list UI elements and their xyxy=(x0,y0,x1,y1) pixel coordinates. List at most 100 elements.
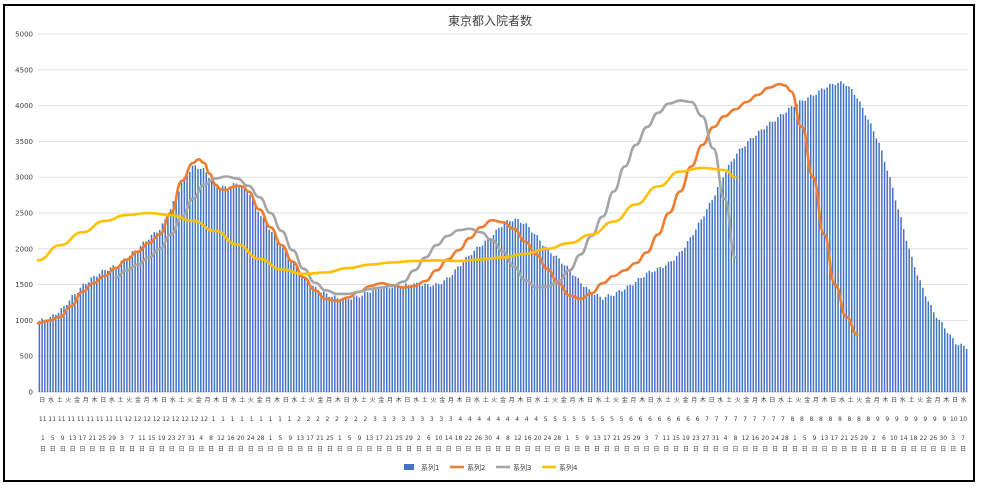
x-tick-unit: 日 xyxy=(861,446,867,453)
x-tick-label: 14 xyxy=(445,435,453,442)
x-tick-label: 日 xyxy=(891,397,897,404)
x-tick-label: 金 xyxy=(622,396,628,404)
x-tick-label: 日 xyxy=(587,397,593,404)
x-tick-unit: 日 xyxy=(198,446,204,453)
x-tick-label: 月 xyxy=(204,397,210,404)
x-tick-label: 1 xyxy=(288,416,292,423)
x-tick-label: 土 xyxy=(848,396,854,404)
x-tick-label: 月 xyxy=(630,397,636,404)
x-tick-label: 6 xyxy=(677,416,681,423)
x-tick-label: 11 xyxy=(48,416,56,423)
x-tick-unit: 日 xyxy=(574,446,580,453)
bar xyxy=(52,314,54,392)
bar xyxy=(522,223,525,392)
x-tick-label: 1 xyxy=(231,416,235,423)
bar xyxy=(257,211,259,392)
x-tick-unit: 日 xyxy=(475,446,481,453)
x-tick-label: 28 xyxy=(781,435,789,442)
x-tick-unit: 日 xyxy=(267,446,273,453)
bar xyxy=(227,188,229,392)
bar xyxy=(845,86,848,392)
x-tick-label: 7 xyxy=(705,416,709,423)
x-tick-unit: 日 xyxy=(584,446,590,453)
x-tick-label: 土 xyxy=(300,396,306,404)
bar xyxy=(465,256,467,392)
bar xyxy=(139,245,142,392)
x-tick-label: 日 xyxy=(648,397,654,404)
bar xyxy=(49,317,52,392)
bar xyxy=(413,283,415,392)
bar xyxy=(200,168,202,392)
x-tick-label: 16 xyxy=(524,435,532,442)
bar xyxy=(900,217,902,392)
bar xyxy=(659,266,662,392)
x-tick-label: 6 xyxy=(882,435,886,442)
x-tick-label: 日 xyxy=(952,397,958,404)
x-tick-label: 29 xyxy=(108,435,116,442)
bar xyxy=(71,294,73,392)
bar xyxy=(238,185,240,392)
x-tick-label: 17 xyxy=(603,435,611,442)
bar xyxy=(249,195,251,392)
x-tick-label: 2 xyxy=(297,416,301,423)
bar xyxy=(429,286,432,392)
bar xyxy=(503,223,506,392)
x-tick-label: 日 xyxy=(526,397,532,404)
x-tick-label: 30 xyxy=(939,435,947,442)
bar xyxy=(883,161,886,392)
x-tick-label: 日 xyxy=(830,397,836,404)
bar xyxy=(109,267,112,392)
bar xyxy=(574,276,577,392)
x-tick-label: 火 xyxy=(735,397,741,404)
x-tick-label: 7 xyxy=(781,416,785,423)
bar xyxy=(695,229,697,392)
x-tick-unit: 日 xyxy=(416,446,422,453)
x-tick-label: 火 xyxy=(552,397,558,404)
bar xyxy=(588,289,590,392)
x-tick-label: 8 xyxy=(857,416,861,423)
x-tick-unit: 日 xyxy=(317,446,323,453)
x-tick-label: 日 xyxy=(709,397,715,404)
bar xyxy=(260,216,262,392)
x-tick-unit: 日 xyxy=(772,446,778,453)
x-tick-label: 5 xyxy=(620,416,624,423)
x-tick-label: 10 xyxy=(890,435,898,442)
bar xyxy=(306,281,309,392)
x-tick-label: 7 xyxy=(743,416,747,423)
bar xyxy=(364,291,366,392)
x-tick-unit: 日 xyxy=(950,446,956,453)
bar xyxy=(539,240,541,392)
x-tick-label: 9 xyxy=(885,416,889,423)
bar xyxy=(293,262,295,392)
bar xyxy=(76,293,79,392)
x-tick-label: 火 xyxy=(491,397,497,404)
x-tick-label: 月 xyxy=(691,397,697,404)
bar xyxy=(350,299,352,392)
x-tick-label: 水 xyxy=(961,396,967,404)
x-tick-label: 1 xyxy=(565,435,569,442)
x-tick-label: 6 xyxy=(667,416,671,423)
x-tick-unit: 日 xyxy=(248,446,254,453)
bar xyxy=(779,113,782,393)
x-tick-label: 火 xyxy=(126,397,132,404)
bar xyxy=(243,186,246,392)
x-tick-unit: 日 xyxy=(594,446,600,453)
x-tick-label: 26 xyxy=(474,435,482,442)
x-tick-unit: 日 xyxy=(485,446,491,453)
legend-label-3: 系列3 xyxy=(513,463,531,472)
bar xyxy=(719,180,722,392)
bar xyxy=(856,98,858,392)
bar xyxy=(582,286,585,392)
x-tick-label: 水 xyxy=(231,396,237,404)
bar xyxy=(864,115,867,392)
x-tick-label: 13 xyxy=(366,435,374,442)
bar xyxy=(353,296,355,392)
bar xyxy=(648,270,651,392)
bar xyxy=(637,277,640,392)
bar xyxy=(375,287,377,392)
bar xyxy=(599,296,601,392)
x-tick-label: 11 xyxy=(96,416,104,423)
x-tick-label: 9 xyxy=(288,435,292,442)
x-tick-label: 月 xyxy=(509,397,515,404)
bar xyxy=(634,282,637,392)
